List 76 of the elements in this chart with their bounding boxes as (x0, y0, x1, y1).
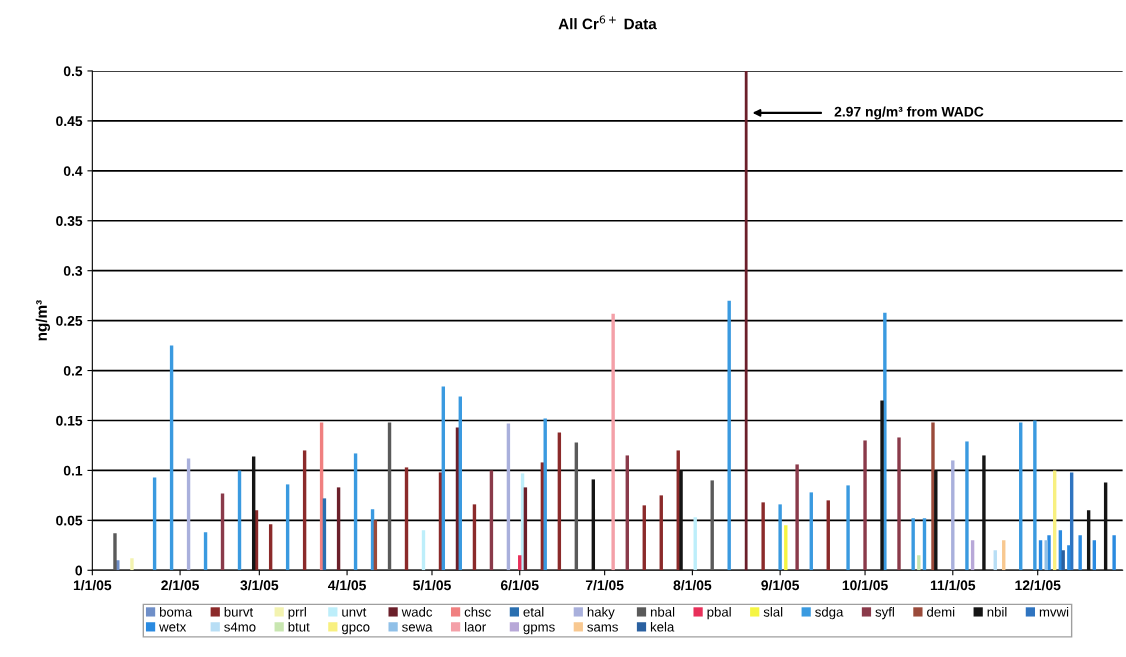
bar (1047, 535, 1051, 571)
bar (863, 440, 867, 571)
legend-label: burvt (224, 606, 254, 617)
legend-label: boma (159, 606, 193, 617)
x-tick-label: 12/1/05 (1015, 580, 1061, 591)
x-tick-label: 6/1/05 (500, 580, 539, 591)
x-tick-label: 3/1/05 (240, 580, 279, 591)
legend-label: etal (523, 606, 544, 617)
bar (897, 437, 901, 571)
y-tick-label: 0.3 (63, 266, 83, 276)
legend-label: nbal (650, 606, 675, 617)
bar (982, 455, 986, 571)
legend-label: sewa (402, 624, 433, 632)
y-tick-label: 0.4 (63, 166, 83, 176)
legend-label: kela (650, 621, 675, 632)
legend-label: slal (763, 606, 783, 617)
y-tick-label: 0 (75, 565, 83, 576)
bar (130, 558, 134, 571)
bar (846, 485, 850, 571)
legend-label: btut (288, 621, 310, 632)
legend-label: wetx (159, 622, 187, 632)
annotation: 2.97 ng/m³ from WADC (834, 106, 984, 120)
bar (1061, 550, 1065, 571)
y-tick-label: 0.45 (56, 116, 83, 127)
bar (911, 518, 915, 571)
x-tick-label: 11/1/05 (930, 580, 976, 591)
bar (679, 470, 683, 571)
bar (611, 313, 615, 571)
bar (1033, 420, 1037, 571)
y-tick-label: 0.15 (56, 415, 83, 426)
bar (883, 312, 887, 571)
x-tick-label: 4/1/05 (327, 580, 366, 591)
x-tick-label: 8/1/05 (673, 580, 712, 591)
legend-label: demi (927, 606, 955, 617)
legend-label: gpco (341, 624, 370, 635)
x-tick-label: 7/1/05 (585, 580, 624, 591)
legend-label: chsc (464, 606, 491, 617)
x-tick-label: 9/1/05 (761, 580, 800, 591)
y-tick-label: 0.2 (63, 365, 83, 376)
legend-label: gpms (523, 624, 555, 635)
legend-label: mvwi (1039, 606, 1069, 617)
legend-label: s4mo (224, 622, 256, 632)
bar (727, 300, 731, 571)
x-tick-label: 10/1/05 (842, 580, 888, 591)
x-tick-label: 2/1/05 (161, 580, 199, 591)
legend-label: wadc (401, 606, 433, 617)
y-axis-title: ng/m³ (35, 300, 51, 341)
bar (778, 504, 782, 571)
bar (917, 555, 921, 571)
legend-label: unvt (342, 608, 367, 617)
bar (934, 470, 938, 571)
legend-label: sdga (815, 606, 844, 620)
legend-label: syfl (875, 606, 894, 620)
bar (1112, 535, 1116, 571)
bar (761, 502, 765, 571)
legend-label: sams (587, 624, 618, 632)
y-tick-label: 0.35 (56, 216, 83, 226)
chart-title: All Cr$^{6+}$ Data (558, 15, 657, 30)
legend-label: pbal (707, 606, 731, 620)
legend-label: laor (465, 621, 486, 632)
legend-label: haky (587, 606, 615, 620)
legend-label: nbil (987, 606, 1007, 617)
bar (931, 422, 935, 571)
bar (113, 533, 117, 571)
bar (1067, 545, 1071, 571)
x-tick-label: 1/1/05 (73, 580, 112, 591)
y-tick-label: 0.25 (56, 315, 83, 326)
y-tick-label: 0.5 (63, 66, 83, 77)
x-tick-label: 5/1/05 (413, 580, 451, 591)
y-tick-label: 0.1 (63, 465, 83, 476)
y-tick-label: 0.05 (56, 515, 83, 526)
legend-label: prrl (288, 606, 306, 620)
bar (880, 400, 884, 571)
bar (1078, 535, 1082, 571)
bar (965, 441, 969, 571)
bar (795, 464, 799, 571)
